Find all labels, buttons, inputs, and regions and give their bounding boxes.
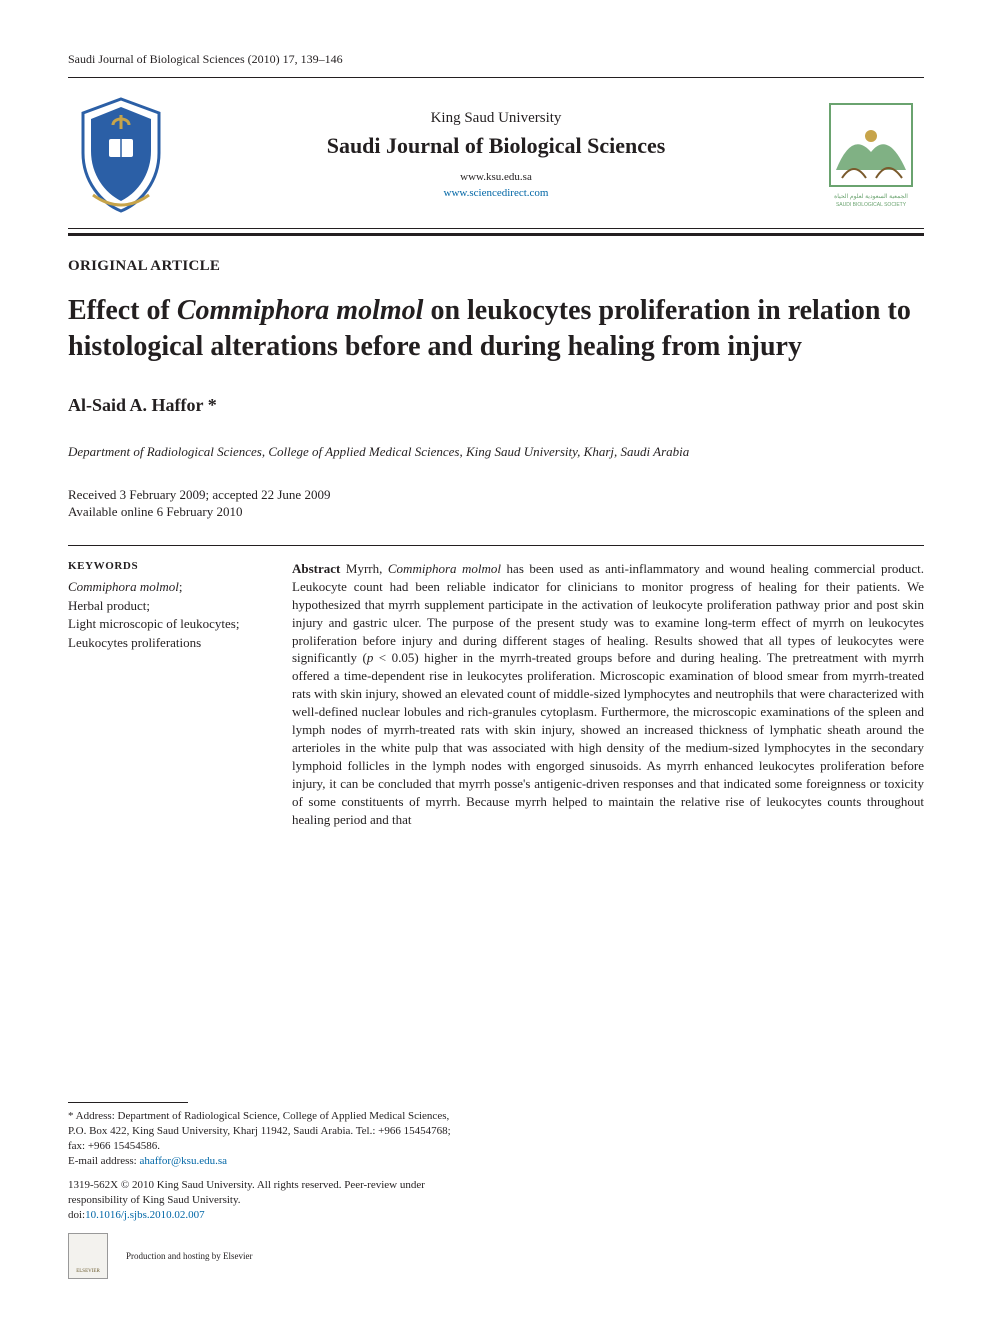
keywords-column: KEYWORDS Commiphora molmol;Herbal produc… xyxy=(68,556,258,829)
abstract-label: Abstract xyxy=(292,561,340,576)
elsevier-hosting-text: Production and hosting by Elsevier xyxy=(126,1250,252,1262)
shield-icon xyxy=(73,95,169,215)
article-dates: Received 3 February 2009; accepted 22 Ju… xyxy=(68,486,924,521)
sciencedirect-link[interactable]: www.sciencedirect.com xyxy=(444,187,549,199)
journal-title: Saudi Journal of Biological Sciences xyxy=(174,133,818,159)
publisher-name: King Saud University xyxy=(174,110,818,127)
society-caption-en: SAUDI BIOLOGICAL SOCIETY xyxy=(836,202,907,208)
header-center: King Saud University Saudi Journal of Bi… xyxy=(174,110,818,201)
article-type: ORIGINAL ARTICLE xyxy=(68,258,924,275)
author-line: Al-Said A. Haffor * xyxy=(68,395,924,416)
email-link[interactable]: ahaffor@ksu.edu.sa xyxy=(139,1155,227,1167)
keywords-heading: KEYWORDS xyxy=(68,560,258,572)
publisher-url: www.ksu.edu.sa xyxy=(174,171,818,183)
university-crest-logo xyxy=(68,92,174,218)
citation-line: Saudi Journal of Biological Sciences (20… xyxy=(68,52,924,67)
elsevier-logo-icon: ELSEVIER xyxy=(68,1233,108,1279)
footnotes: * Address: Department of Radiological Sc… xyxy=(68,1102,463,1279)
affiliation: Department of Radiological Sciences, Col… xyxy=(68,444,924,460)
keywords-abstract-row: KEYWORDS Commiphora molmol;Herbal produc… xyxy=(68,556,924,829)
article-title: Effect of Commiphora molmol on leukocyte… xyxy=(68,293,924,365)
abstract-pre: Myrrh, xyxy=(340,561,388,576)
society-logo: الجمعية السعودية لعلوم الحياة SAUDI BIOL… xyxy=(818,92,924,218)
copyright-text: 1319-562X © 2010 King Saud University. A… xyxy=(68,1179,425,1206)
abstract-column: Abstract Myrrh, Commiphora molmol has be… xyxy=(292,556,924,829)
abstract-text: Abstract Myrrh, Commiphora molmol has be… xyxy=(292,560,924,829)
society-caption-ar: الجمعية السعودية لعلوم الحياة xyxy=(834,193,908,200)
footnote-rule xyxy=(68,1102,188,1103)
corresponding-address: * Address: Department of Radiological Sc… xyxy=(68,1109,463,1168)
doi-prefix: doi: xyxy=(68,1209,85,1221)
title-pre: Effect of xyxy=(68,295,177,326)
copyright-block: 1319-562X © 2010 King Saud University. A… xyxy=(68,1178,463,1223)
dates-online: Available online 6 February 2010 xyxy=(68,503,924,521)
author-name: Al-Said A. Haffor xyxy=(68,395,208,415)
abstract-species: Commiphora molmol xyxy=(388,561,501,576)
corr-mark: * xyxy=(208,395,217,415)
email-label: E-mail address: xyxy=(68,1155,139,1167)
keyword-species: Commiphora molmol xyxy=(68,579,179,594)
keywords-list: Commiphora molmol;Herbal product;Light m… xyxy=(68,578,258,653)
corr-text: Address: Department of Radiological Scie… xyxy=(68,1110,451,1152)
elsevier-block: ELSEVIER Production and hosting by Elsev… xyxy=(68,1233,463,1279)
rule-top-thin xyxy=(68,77,924,78)
title-species: Commiphora molmol xyxy=(177,295,424,326)
dates-received-accepted: Received 3 February 2009; accepted 22 Ju… xyxy=(68,486,924,504)
abstract-body: has been used as anti-inflammatory and w… xyxy=(292,561,924,827)
rule-thick xyxy=(68,233,924,236)
doi-link[interactable]: 10.1016/j.sjbs.2010.02.007 xyxy=(85,1209,204,1221)
journal-header: King Saud University Saudi Journal of Bi… xyxy=(68,82,924,224)
rule-mid-thin xyxy=(68,228,924,229)
society-icon: الجمعية السعودية لعلوم الحياة SAUDI BIOL… xyxy=(826,100,916,210)
rule-above-abstract xyxy=(68,545,924,546)
